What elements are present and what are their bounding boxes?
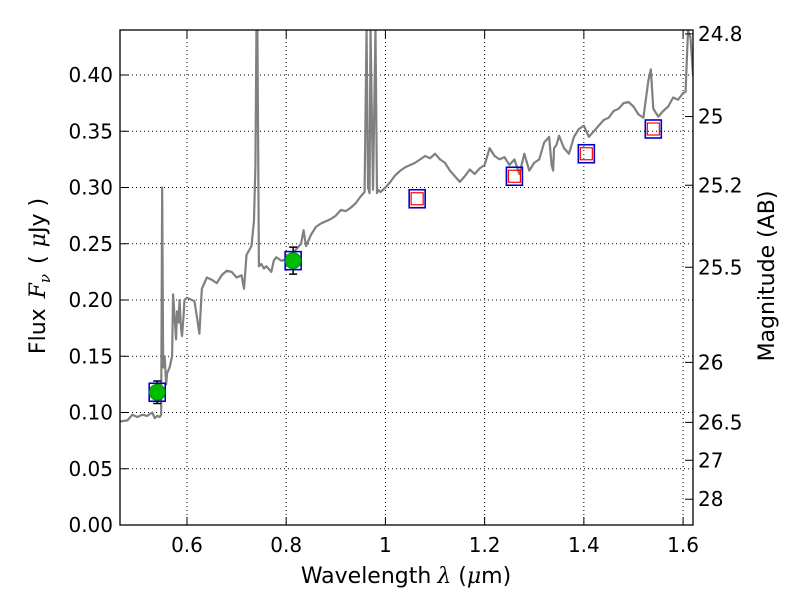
y2-tick-label: 28 <box>698 487 723 511</box>
grid-lines <box>120 30 693 526</box>
y-tick-label: 0.25 <box>68 232 113 256</box>
y-tick-label: 0.35 <box>68 119 113 143</box>
y-axis-unit-mu: μ <box>26 233 51 247</box>
y-tick-label: 0.15 <box>68 344 113 368</box>
y2-tick-label: 27 <box>698 448 723 472</box>
x-tick-label: 0.8 <box>270 533 302 557</box>
detection-point <box>148 383 166 401</box>
y-axis-unit-open: ( <box>26 255 51 264</box>
x-tick-label: 1.6 <box>667 533 699 557</box>
model-flux-box <box>408 188 426 209</box>
y2-tick-label: 25.2 <box>698 173 743 197</box>
y2-tick-label: 24.8 <box>698 22 743 46</box>
y-axis-ticks: 0.00 0.05 0.10 0.15 0.20 0.25 0.30 0.35 0.40 <box>68 63 128 537</box>
photometry-markers <box>148 119 663 403</box>
y-tick-label: 0.20 <box>68 288 113 312</box>
y-tick-label: 0.00 <box>68 513 113 537</box>
y2-tick-label: 26.5 <box>698 410 743 434</box>
x-axis-symbol: λ <box>436 564 451 589</box>
x-tick-label: 1.2 <box>469 533 501 557</box>
y2-axis-title: Magnitude (AB) <box>755 191 780 362</box>
x-tick-label: 1.4 <box>568 533 600 557</box>
x-axis-unit-open: ( <box>451 564 467 589</box>
observed-flux-box <box>646 122 660 136</box>
spectrum-line <box>120 30 693 423</box>
x-axis-unit-mu: μ <box>467 564 481 589</box>
y-tick-label: 0.40 <box>68 63 113 87</box>
y2-tick-label: 25 <box>698 105 723 129</box>
y2-tick-label: 26 <box>698 350 723 374</box>
model-flux-box <box>505 166 524 187</box>
model-flux-box <box>644 119 663 139</box>
y-axis-title-text: Flux <box>26 308 51 354</box>
detection-point <box>284 252 302 270</box>
x-axis-title: Wavelength λ (μm) <box>301 564 511 589</box>
y-tick-label: 0.30 <box>68 176 113 200</box>
spectrum-series <box>120 30 693 423</box>
y-tick-label: 0.05 <box>68 457 113 481</box>
y-tick-label: 0.10 <box>68 401 113 425</box>
y-axis-symbol: F <box>26 282 51 299</box>
y-axis-symbol-sub: ν <box>36 274 54 283</box>
x-axis-title-text: Wavelength <box>301 564 432 589</box>
y-axis-unit-rest: Jy ) <box>26 198 51 235</box>
x-axis-ticks: 0.6 0.8 1 1.2 1.4 1.6 <box>171 30 699 557</box>
x-tick-label: 1 <box>379 533 392 557</box>
y2-tick-label: 25.5 <box>698 255 743 279</box>
y-axis-title: Flux Fν ( μJy ) <box>26 198 54 354</box>
plot-frame <box>119 29 694 526</box>
observed-flux-box <box>410 192 424 206</box>
x-tick-label: 0.6 <box>171 533 203 557</box>
x-axis-unit-rest: m) <box>481 564 511 589</box>
observed-flux-box <box>507 169 522 183</box>
observed-flux-box <box>579 147 593 161</box>
model-flux-box <box>577 143 596 164</box>
y2-axis-ticks: 24.8 25 25.2 25.5 26 26.5 27 28 <box>685 22 743 511</box>
